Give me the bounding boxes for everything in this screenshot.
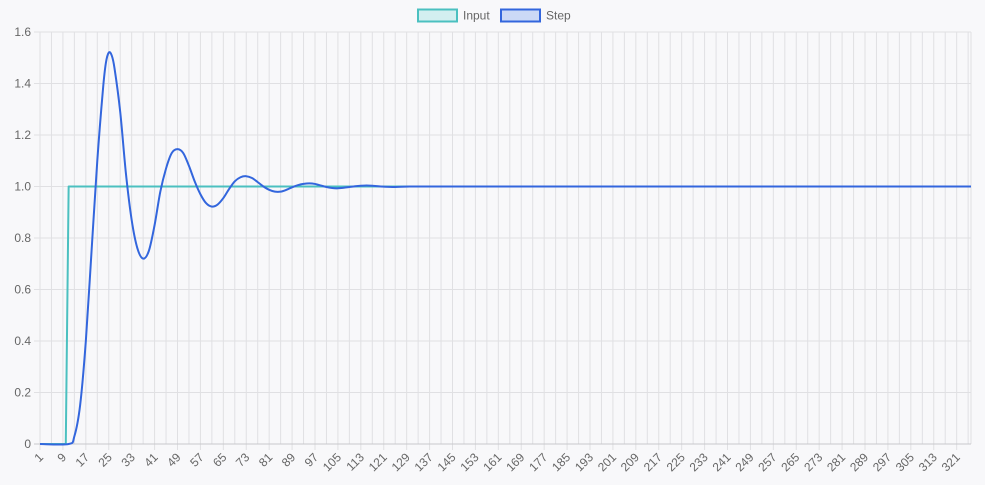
x-tick-label: 113 [344,450,368,474]
x-tick-label: 89 [279,450,299,470]
x-tick-label: 41 [141,450,161,470]
x-tick-label: 185 [549,450,573,474]
x-tick-label: 1 [31,450,46,465]
y-tick-label: 0.4 [14,334,31,348]
x-tick-label: 265 [778,450,802,474]
x-tick-label: 49 [164,450,184,470]
series-lines [39,51,971,446]
x-tick-label: 257 [755,450,779,474]
x-tick-label: 9 [54,450,69,465]
x-tick-label: 241 [710,450,734,474]
y-tick-label: 0.2 [14,386,31,400]
x-tick-label: 25 [96,450,116,470]
x-tick-label: 225 [664,450,688,474]
legend-label: Input [463,9,490,23]
x-tick-label: 177 [526,450,550,474]
series-line-input [40,185,971,445]
legend-swatch [417,8,458,23]
x-tick-label: 129 [389,450,413,474]
x-tick-label: 145 [435,450,459,474]
x-tick-label: 193 [572,450,596,474]
legend-item-input: Input [417,8,490,23]
legend-label: Step [546,9,571,23]
y-tick-label: 1.6 [14,25,31,39]
y-tick-label: 0.8 [14,231,31,245]
x-tick-label: 65 [210,450,230,470]
x-tick-label: 97 [302,450,322,470]
x-tick-label: 161 [480,450,504,474]
x-tick-label: 217 [641,450,665,474]
x-tick-label: 17 [73,450,93,470]
x-tick-label: 105 [320,450,344,474]
x-tick-label: 33 [118,450,138,470]
x-tick-label: 169 [503,450,527,474]
x-tick-label: 281 [824,450,848,474]
y-axis-ticks: 0 0.2 0.4 0.6 0.8 1.0 1.2 1.4 1.6 [14,25,31,451]
y-tick-label: 0.6 [14,283,31,297]
x-tick-label: 321 [939,450,963,474]
x-tick-label: 313 [916,450,940,474]
x-tick-label: 57 [187,450,207,470]
x-tick-label: 233 [687,450,711,474]
series-line-step [39,51,971,446]
x-tick-label: 305 [893,450,917,474]
y-tick-label: 1.0 [14,180,31,194]
x-tick-label: 249 [732,450,756,474]
x-tick-label: 209 [618,450,642,474]
x-tick-label: 297 [870,450,894,474]
y-tick-label: 1.2 [14,128,31,142]
legend-item-step: Step [500,8,571,23]
x-tick-label: 81 [256,450,276,470]
y-tick-label: 0 [24,437,31,451]
x-tick-label: 73 [233,450,253,470]
x-tick-label: 289 [847,450,871,474]
legend: Input Step [417,8,571,23]
x-tick-label: 273 [801,450,825,474]
grid [34,31,972,450]
x-tick-label: 121 [366,450,390,474]
y-tick-label: 1.4 [14,77,31,91]
x-tick-label: 201 [595,450,619,474]
x-tick-label: 153 [457,450,481,474]
legend-swatch [500,8,541,23]
x-tick-label: 137 [412,450,436,474]
